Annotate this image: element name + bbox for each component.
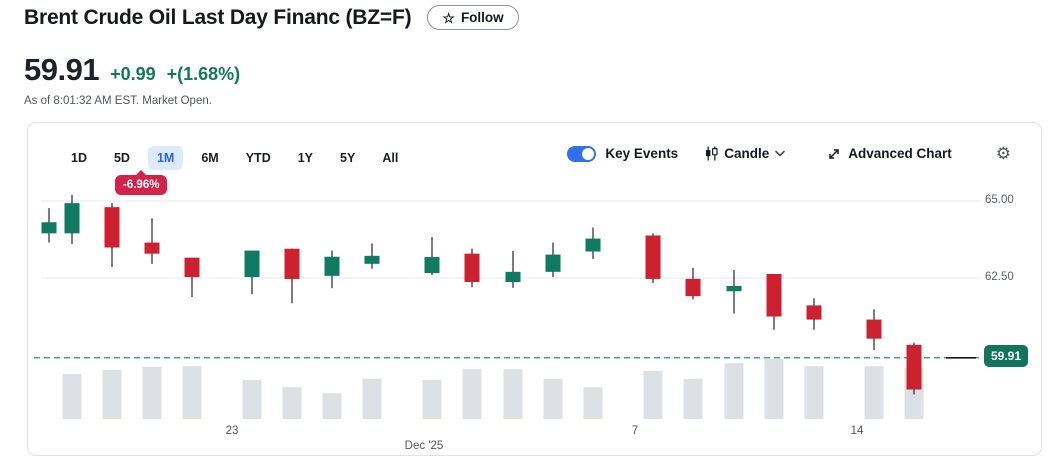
tab-ytd[interactable]: YTD xyxy=(245,151,271,165)
chart-controls: Key Events Candle Advanced Chart ⚙ xyxy=(567,145,1011,162)
y-axis-label: 62.50 xyxy=(985,271,1014,283)
gear-icon: ⚙ xyxy=(995,144,1011,163)
advanced-chart-label: Advanced Chart xyxy=(848,146,952,161)
price-chart[interactable] xyxy=(28,123,1041,455)
star-icon: ☆ xyxy=(442,9,455,26)
price-change-percent: +(1.68%) xyxy=(166,64,241,84)
tab-1y[interactable]: 1Y xyxy=(297,151,314,165)
tab-1m[interactable]: 1M xyxy=(147,146,184,170)
range-tabs: 1D 5D 1M 6M YTD 1Y 5Y All xyxy=(62,146,407,170)
toggle-knob xyxy=(582,147,595,160)
tab-5y[interactable]: 5Y xyxy=(340,151,356,165)
follow-button[interactable]: ☆ Follow xyxy=(427,5,519,30)
y-axis-label: 65.00 xyxy=(985,194,1014,206)
range-change-badge: -6.96% xyxy=(115,170,168,195)
tab-5d[interactable]: 5D xyxy=(113,151,130,165)
key-events-toggle[interactable] xyxy=(567,145,597,162)
chart-type-label: Candle xyxy=(724,146,770,161)
chevron-down-icon xyxy=(775,150,786,157)
advanced-chart-link[interactable]: Advanced Chart xyxy=(827,146,952,161)
tab-6m[interactable]: 6M xyxy=(201,151,219,165)
current-price-tag: 59.91 xyxy=(984,345,1029,367)
tab-all[interactable]: All xyxy=(382,151,399,165)
page-title: Brent Crude Oil Last Day Financ (BZ=F) xyxy=(24,5,412,29)
price-change: +0.99 xyxy=(110,64,156,84)
candlestick-icon xyxy=(706,146,718,161)
settings-gear-button[interactable]: ⚙ xyxy=(996,145,1011,162)
x-axis-month-label: Dec '25 xyxy=(404,440,444,452)
follow-label: Follow xyxy=(460,10,504,25)
chart-card: 1D 5D 1M 6M YTD 1Y 5Y All -6.96% Key Eve… xyxy=(27,122,1042,456)
x-axis-tick: 14 xyxy=(850,425,864,437)
quote-header: Brent Crude Oil Last Day Financ (BZ=F) ☆… xyxy=(24,5,519,107)
x-axis-tick: 23 xyxy=(225,425,239,437)
key-events-label: Key Events xyxy=(605,146,679,161)
x-axis-tick: 7 xyxy=(631,425,639,437)
expand-icon xyxy=(829,148,839,159)
current-price: 59.91 xyxy=(24,52,100,87)
tab-1d[interactable]: 1D xyxy=(71,151,87,165)
as-of-timestamp: As of 8:01:32 AM EST. Market Open. xyxy=(24,95,212,107)
chart-type-selector[interactable]: Candle xyxy=(705,146,786,161)
